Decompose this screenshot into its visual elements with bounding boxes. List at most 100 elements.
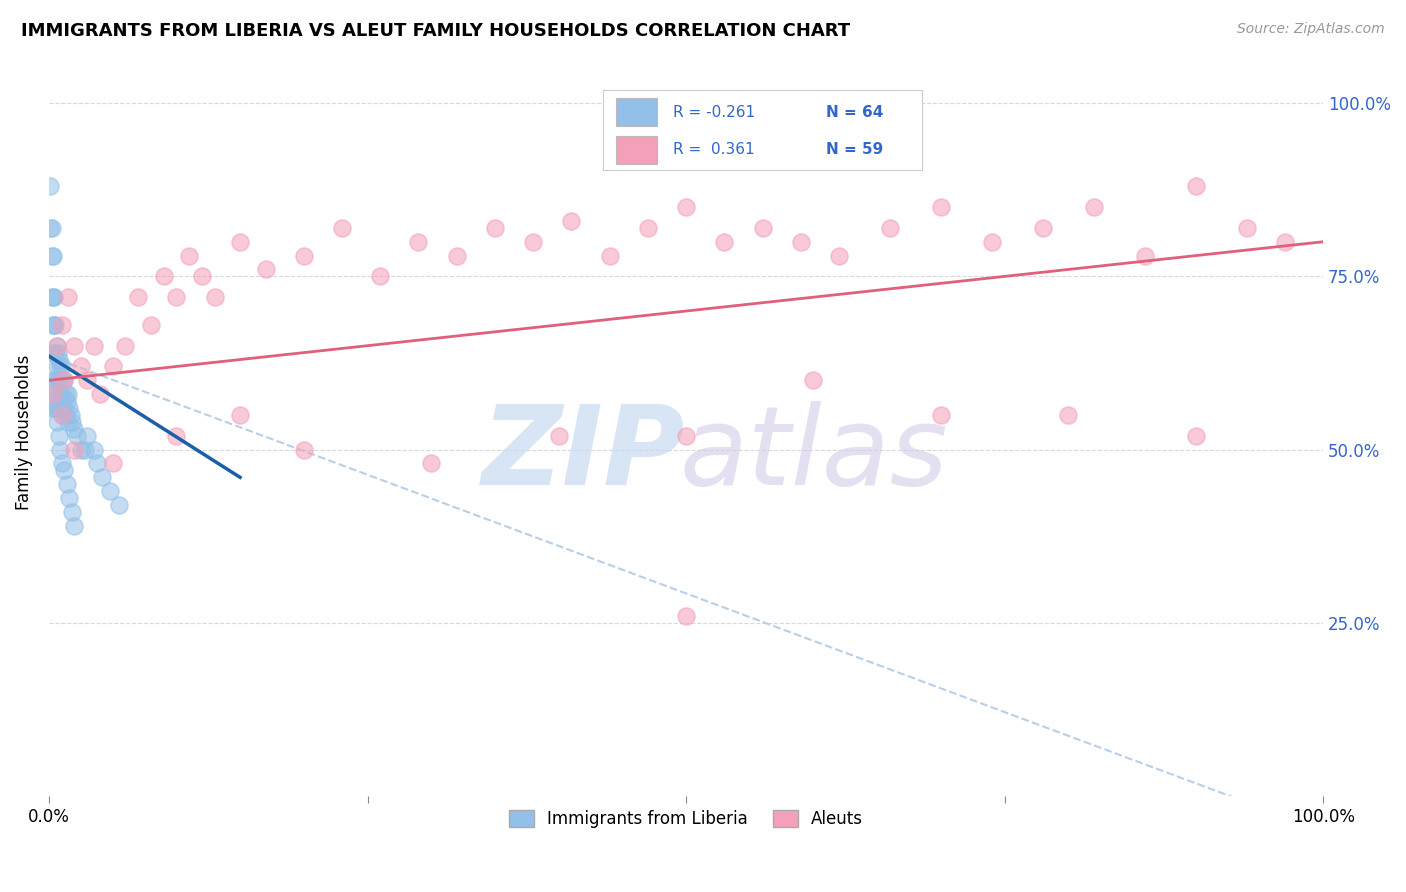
Point bbox=[56, 394, 79, 409]
Point bbox=[49, 442, 72, 457]
Text: Source: ZipAtlas.com: Source: ZipAtlas.com bbox=[1237, 22, 1385, 37]
Point bbox=[41, 290, 63, 304]
Point bbox=[165, 429, 187, 443]
Point bbox=[48, 373, 70, 387]
Point bbox=[139, 318, 162, 332]
Point bbox=[330, 220, 353, 235]
Point bbox=[44, 345, 66, 359]
Point bbox=[55, 387, 77, 401]
Point bbox=[48, 401, 70, 415]
Point bbox=[41, 401, 63, 415]
Point bbox=[828, 249, 851, 263]
Point bbox=[1057, 408, 1080, 422]
Point bbox=[1083, 200, 1105, 214]
Point bbox=[45, 339, 67, 353]
Point bbox=[368, 269, 391, 284]
Point bbox=[42, 290, 65, 304]
Point bbox=[790, 235, 813, 249]
Point bbox=[52, 401, 75, 415]
Point bbox=[191, 269, 214, 284]
Point bbox=[446, 249, 468, 263]
Point bbox=[76, 373, 98, 387]
Point bbox=[63, 339, 86, 353]
Point bbox=[52, 373, 75, 387]
Point bbox=[56, 290, 79, 304]
Point bbox=[73, 442, 96, 457]
Point bbox=[879, 220, 901, 235]
Point bbox=[63, 442, 86, 457]
Point bbox=[675, 609, 697, 624]
Point bbox=[53, 373, 76, 387]
Point bbox=[39, 220, 62, 235]
Point bbox=[83, 442, 105, 457]
Point bbox=[292, 249, 315, 263]
Point bbox=[63, 519, 86, 533]
Point bbox=[44, 387, 66, 401]
Point bbox=[179, 249, 201, 263]
Point bbox=[547, 429, 569, 443]
Point bbox=[204, 290, 226, 304]
Point bbox=[58, 491, 80, 505]
Point bbox=[1236, 220, 1258, 235]
Point bbox=[484, 220, 506, 235]
Point bbox=[44, 318, 66, 332]
Point bbox=[58, 401, 80, 415]
Point bbox=[751, 220, 773, 235]
Point bbox=[46, 401, 69, 415]
Point bbox=[49, 359, 72, 374]
Legend: Immigrants from Liberia, Aleuts: Immigrants from Liberia, Aleuts bbox=[502, 804, 870, 835]
Point bbox=[560, 214, 582, 228]
Text: ZIP: ZIP bbox=[482, 401, 686, 508]
Point bbox=[41, 220, 63, 235]
Point bbox=[1184, 429, 1206, 443]
Point bbox=[42, 373, 65, 387]
Point bbox=[637, 220, 659, 235]
Point bbox=[42, 387, 65, 401]
Point bbox=[45, 415, 67, 429]
Point bbox=[45, 359, 67, 374]
Point bbox=[69, 359, 91, 374]
Point bbox=[420, 457, 443, 471]
Point bbox=[49, 387, 72, 401]
Point bbox=[101, 359, 124, 374]
Point bbox=[101, 457, 124, 471]
Point bbox=[675, 200, 697, 214]
Point bbox=[51, 457, 73, 471]
Point bbox=[152, 269, 174, 284]
Point bbox=[56, 477, 79, 491]
Point bbox=[229, 235, 252, 249]
Point bbox=[42, 345, 65, 359]
Point bbox=[127, 290, 149, 304]
Point bbox=[165, 290, 187, 304]
Point bbox=[292, 442, 315, 457]
Point bbox=[45, 387, 67, 401]
Point bbox=[53, 401, 76, 415]
Point bbox=[522, 235, 544, 249]
Text: IMMIGRANTS FROM LIBERIA VS ALEUT FAMILY HOUSEHOLDS CORRELATION CHART: IMMIGRANTS FROM LIBERIA VS ALEUT FAMILY … bbox=[21, 22, 851, 40]
Point bbox=[929, 408, 952, 422]
Point bbox=[108, 498, 131, 512]
Point bbox=[1133, 249, 1156, 263]
Point bbox=[45, 339, 67, 353]
Point bbox=[53, 463, 76, 477]
Point bbox=[254, 262, 277, 277]
Text: atlas: atlas bbox=[679, 401, 948, 508]
Point bbox=[229, 408, 252, 422]
Point bbox=[59, 408, 82, 422]
Point bbox=[675, 429, 697, 443]
Point bbox=[803, 373, 825, 387]
Y-axis label: Family Households: Family Households bbox=[15, 355, 32, 510]
Point bbox=[1184, 179, 1206, 194]
Point bbox=[89, 387, 111, 401]
Point bbox=[69, 442, 91, 457]
Point bbox=[98, 484, 121, 499]
Point bbox=[60, 505, 83, 519]
Point bbox=[51, 387, 73, 401]
Point bbox=[86, 457, 108, 471]
Point bbox=[41, 249, 63, 263]
Point bbox=[42, 401, 65, 415]
Point bbox=[53, 373, 76, 387]
Point bbox=[76, 429, 98, 443]
Point bbox=[44, 373, 66, 387]
Point bbox=[46, 345, 69, 359]
